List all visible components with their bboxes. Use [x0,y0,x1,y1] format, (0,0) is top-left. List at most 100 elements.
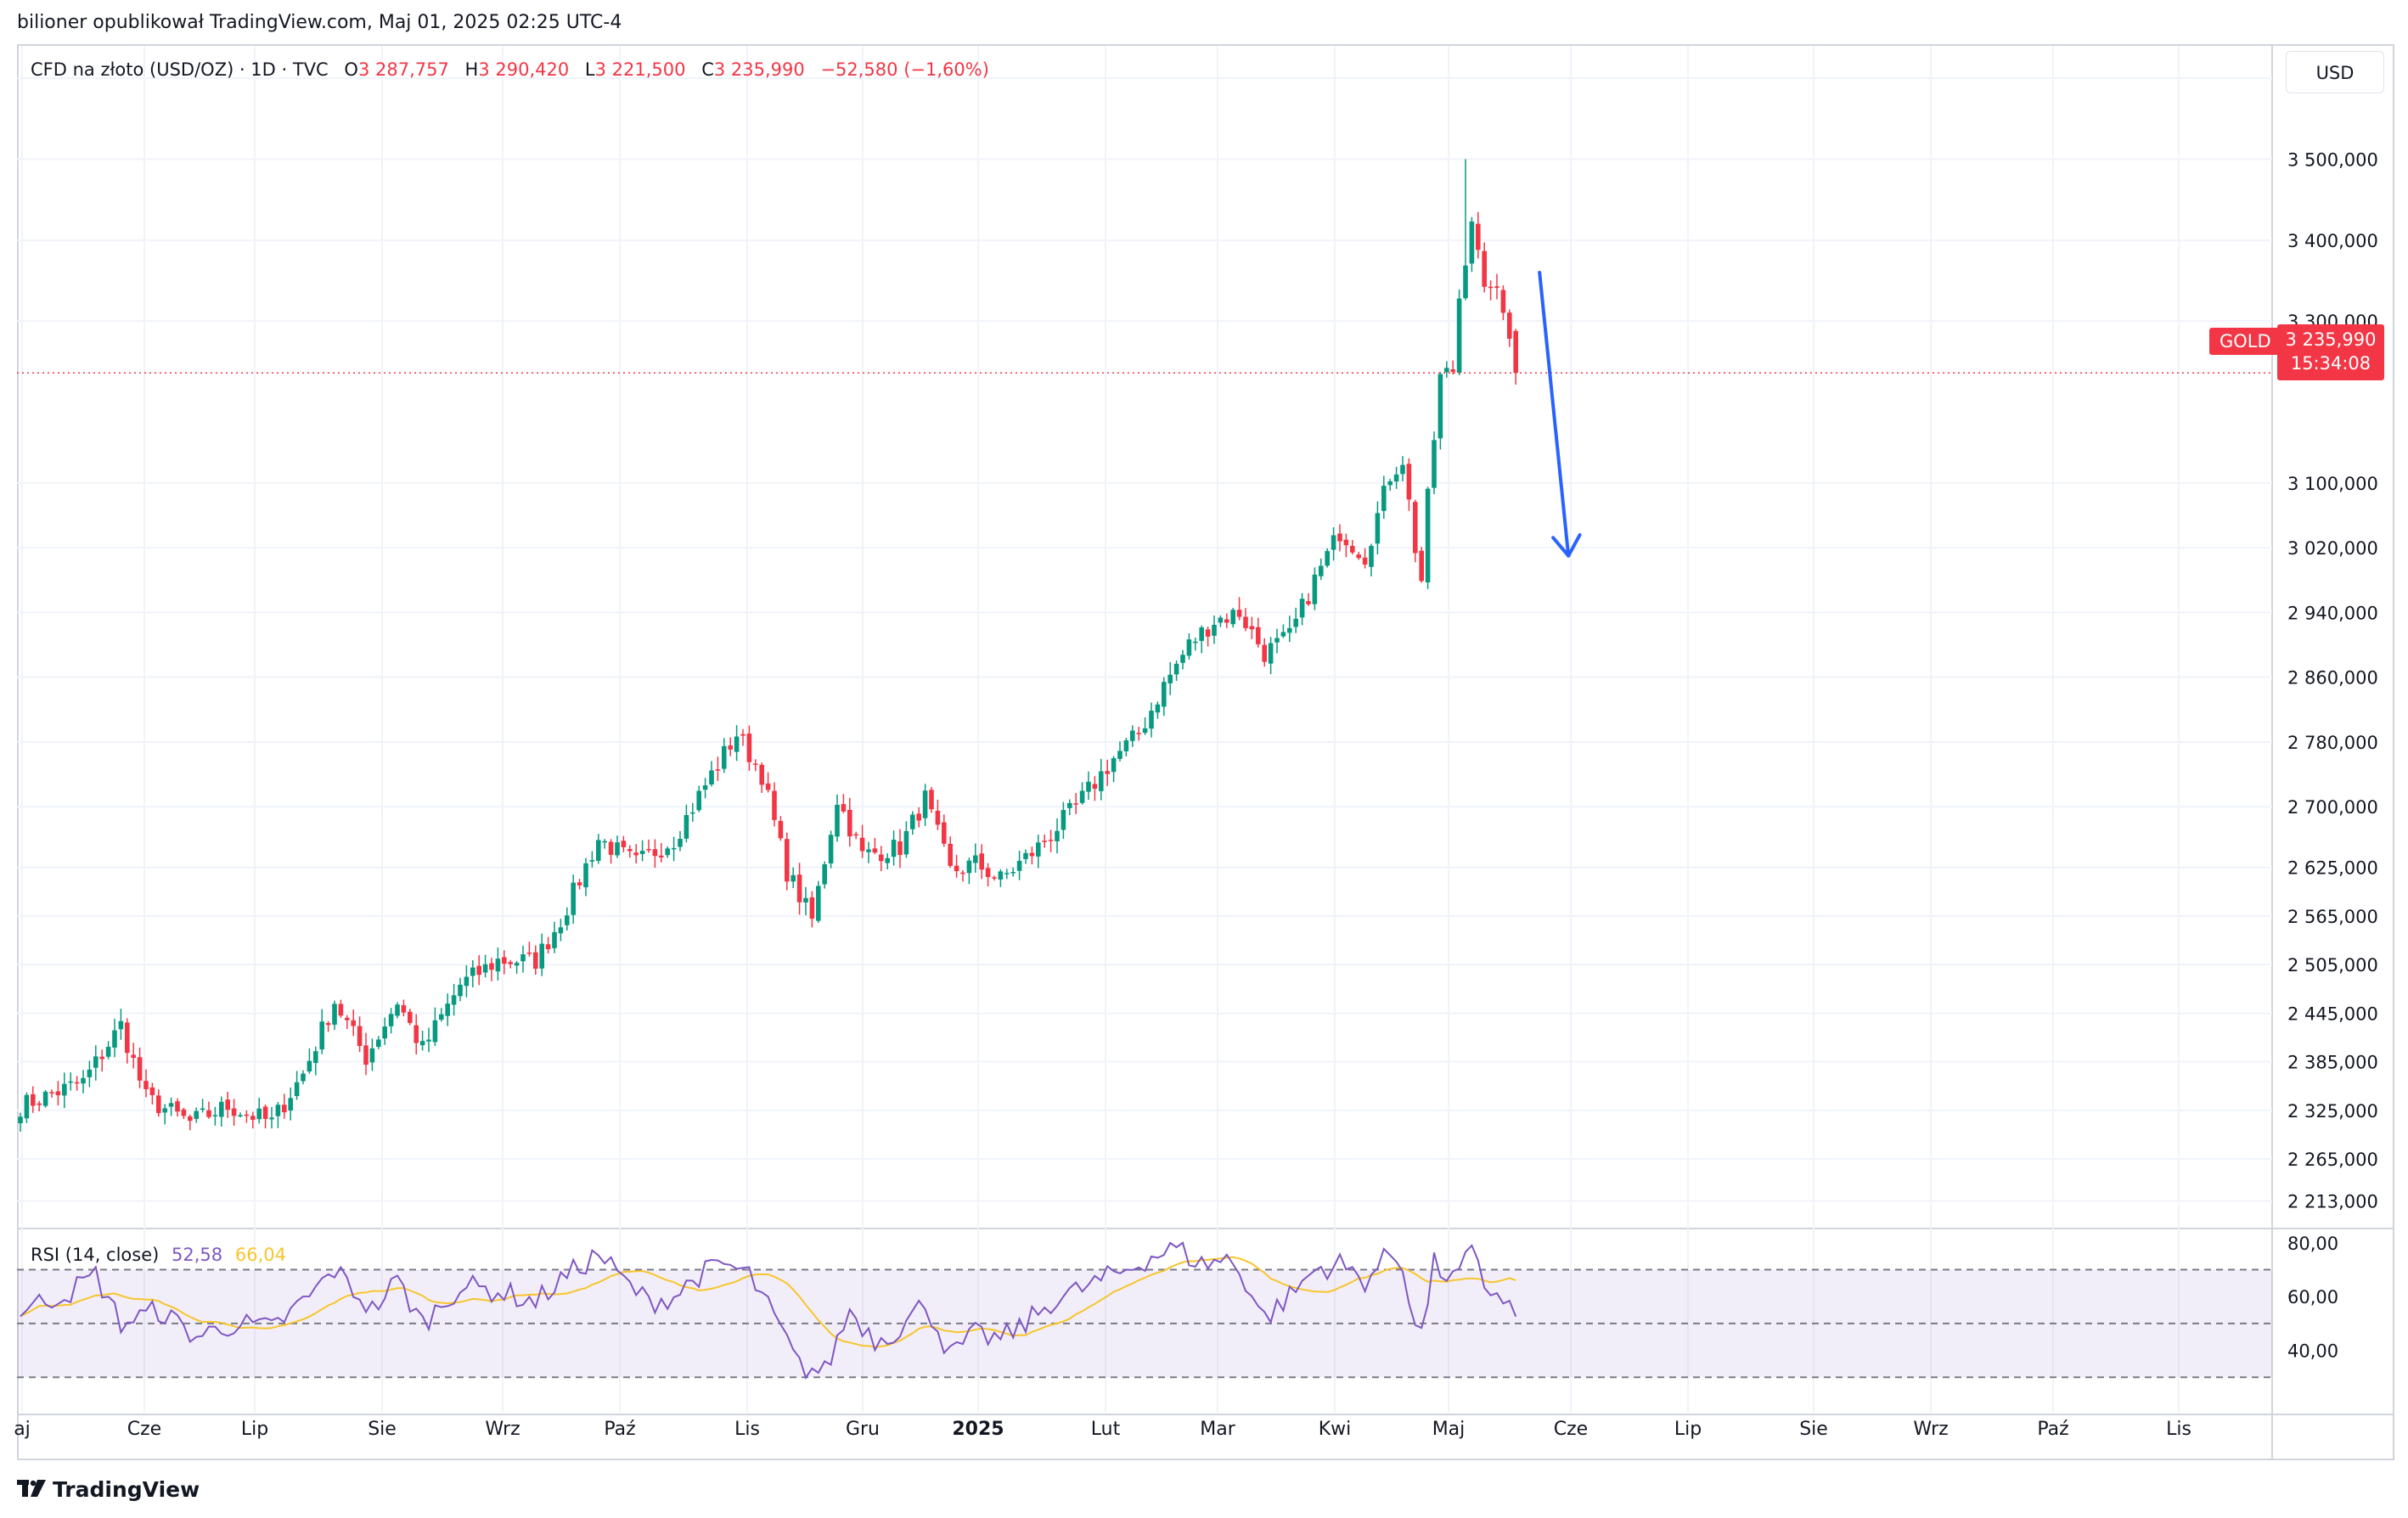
candle [1432,440,1437,488]
candle [301,1073,306,1082]
change-value: −52,580 (−1,60%) [820,59,989,80]
currency-button[interactable]: USD [2286,51,2384,93]
candle [520,954,526,962]
candle [696,790,701,811]
candle [1205,629,1211,637]
candle [841,804,847,812]
candle [508,962,513,964]
candle [966,860,972,874]
rsi-legend[interactable]: RSI (14, close) 52,58 66,04 [31,1245,286,1265]
price-tick-label: 2 385,000 [2287,1053,2378,1073]
candle [269,1117,274,1120]
candle [722,745,727,769]
candle [1507,312,1512,339]
candle [565,915,570,925]
time-tick-label: Lut [1091,1419,1121,1440]
candle [495,959,501,972]
candle [1218,617,1224,623]
candle [156,1095,161,1113]
candle [200,1108,205,1110]
candle [388,1014,394,1026]
candle [319,1021,324,1050]
high-value: 3 290,420 [478,59,570,80]
candle [885,857,890,863]
price-tick-label: 2 940,000 [2287,603,2378,623]
price-tick-label: 3 020,000 [2287,538,2378,559]
candle [746,734,752,762]
ticker-badge: GOLD [2209,328,2281,355]
candle [583,863,588,888]
time-tick-label: 2025 [952,1419,1004,1440]
candle [419,1041,425,1046]
candle [602,841,607,843]
candle [451,995,457,1005]
candle [105,1047,111,1057]
candle [1319,565,1324,576]
time-tick-label: Cze [127,1419,161,1440]
candle [796,874,802,902]
candle [502,957,507,964]
candle [1387,481,1392,486]
time-tick-label: Wrz [485,1419,520,1440]
time-tick-label: Kwi [1319,1419,1352,1440]
symbol-name[interactable]: CFD na złoto (USD/OZ) · 1D · TVC [31,59,329,80]
price-tick-label: 2 325,000 [2287,1101,2378,1122]
candle [665,848,670,856]
candle [1350,545,1355,553]
candle [1482,250,1487,287]
price-tick-label: 2 565,000 [2287,907,2378,927]
bar-countdown: 15:34:08 [2290,353,2371,374]
candle [891,840,897,857]
candle [533,952,538,970]
candle [1073,803,1078,805]
tradingview-logo-icon [17,1477,46,1502]
low-label: L [584,59,595,80]
candle [998,871,1004,880]
candle [307,1060,312,1072]
candle [816,886,821,921]
candle [1375,513,1381,544]
candle [62,1083,67,1096]
candle [238,1115,243,1116]
candle [74,1082,80,1084]
candle [577,882,582,886]
candle [935,810,941,825]
candle [482,964,488,973]
candle [1312,574,1318,604]
candle [275,1105,281,1116]
candle [671,847,677,850]
published-header: bilioner opublikował TradingView.com, Ma… [17,12,622,33]
candle [332,1004,337,1025]
candle [1393,474,1399,482]
candle [589,860,595,862]
candle [809,897,815,919]
candle [1243,616,1248,628]
candle [728,745,733,750]
candle [1369,545,1374,567]
candle [219,1101,224,1117]
candle [1274,638,1280,643]
candle [1362,557,1368,565]
candle [1224,619,1229,623]
candle [1105,771,1110,774]
candle [256,1108,262,1120]
candle [357,1026,363,1047]
candle [231,1108,237,1116]
symbol-legend[interactable]: CFD na złoto (USD/OZ) · 1D · TVC O3 287,… [31,59,989,80]
candle [903,830,909,855]
tradingview-logo[interactable]: TradingView [17,1477,200,1502]
candle [87,1069,93,1077]
candle [1450,369,1455,372]
candle [81,1077,86,1084]
candle [175,1101,180,1112]
candle [709,770,714,784]
candle [1337,533,1342,542]
candle [1123,739,1129,751]
candle [765,783,771,790]
candle [1476,223,1481,250]
candle [31,1094,36,1106]
rsi-label[interactable]: RSI (14, close) [31,1245,160,1265]
candle [1111,758,1117,773]
candle [639,851,645,854]
